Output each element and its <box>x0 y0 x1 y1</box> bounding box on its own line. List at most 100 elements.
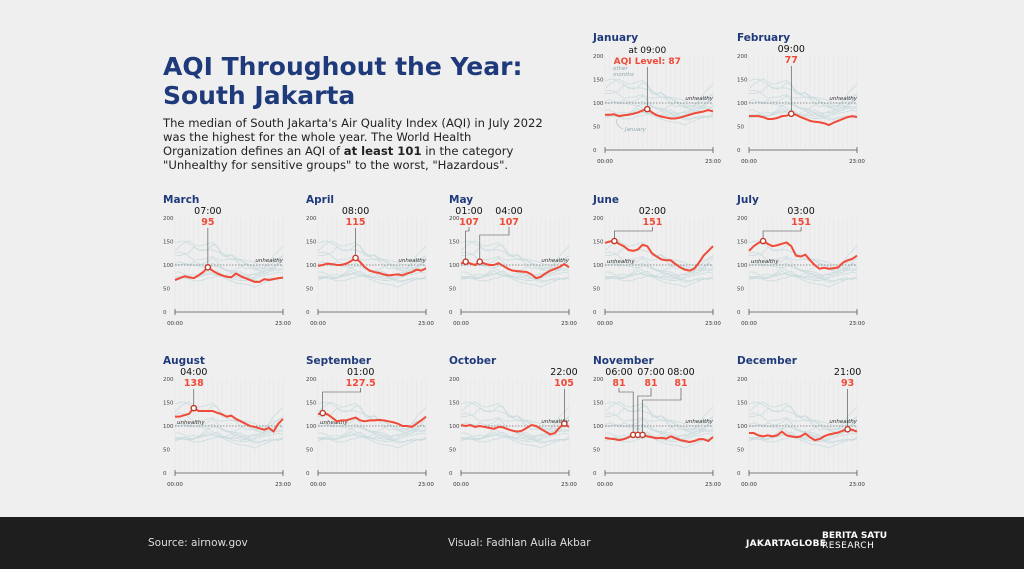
other-month-line <box>317 401 427 433</box>
other-month-line <box>318 431 427 442</box>
y-tick-label: 100 <box>163 424 174 430</box>
panel-june: June 0 50 100 150 200 00:00 23:00 unhealthy 02:00… <box>592 192 733 327</box>
other-month-line <box>749 275 858 288</box>
y-tick-label: 100 <box>737 101 748 107</box>
page-title: AQI Throughout the Year: South Jakarta <box>163 52 523 110</box>
y-tick-label: 200 <box>737 216 748 222</box>
peak-value: 81 <box>674 378 687 389</box>
other-month-line <box>317 434 427 443</box>
y-tick-label: 0 <box>449 310 453 316</box>
threshold-label: unhealthy <box>685 96 713 102</box>
peak-value: 151 <box>791 217 811 228</box>
threshold-label: unhealthy <box>320 420 348 426</box>
y-tick-label: 200 <box>163 216 174 222</box>
y-tick-label: 150 <box>593 240 604 246</box>
x-tick-label: 23:00 <box>705 482 721 488</box>
y-tick-label: 150 <box>306 240 317 246</box>
other-month-line <box>748 78 858 108</box>
peak-marker <box>611 237 618 245</box>
other-month-line <box>605 275 714 288</box>
x-tick-label: 00:00 <box>310 321 326 327</box>
chart-december: December 0 50 100 150 200 00:00 23:00 unhealthy 2… <box>737 355 865 488</box>
peak-value: 151 <box>642 217 662 228</box>
other-month-line <box>174 422 284 440</box>
y-tick-label: 50 <box>593 448 600 454</box>
peak-marker <box>190 404 198 412</box>
y-tick-label: 50 <box>737 448 744 454</box>
other-month-line <box>460 273 570 282</box>
month-line <box>604 433 714 443</box>
other-month-line <box>461 246 570 272</box>
month-title: December <box>737 355 798 367</box>
chart-october: October 0 50 100 150 200 00:00 23:00 unhealthy 22… <box>449 355 578 488</box>
y-tick-label: 0 <box>449 471 453 477</box>
other-month-line <box>318 267 427 280</box>
month-line <box>317 412 427 428</box>
y-tick-label: 100 <box>593 263 604 269</box>
other-month-line <box>748 261 858 279</box>
y-tick-label: 200 <box>163 377 174 383</box>
peak-time: 04:00 <box>495 206 522 217</box>
source-text: Source: airnow.gov <box>148 537 248 549</box>
peak-value: 138 <box>184 378 204 389</box>
y-tick-label: 200 <box>306 377 317 383</box>
chart-august: August 0 50 100 150 200 00:00 23:00 unhealthy 04:… <box>163 355 291 488</box>
peak-value: 81 <box>612 378 625 389</box>
y-tick-label: 0 <box>593 148 597 154</box>
panel-february: February 0 50 100 150 200 00:00 23:00 unhealthy 0… <box>737 30 877 165</box>
x-tick-label: 23:00 <box>705 159 721 165</box>
y-tick-label: 150 <box>593 78 604 84</box>
threshold-label: unhealthy <box>607 259 635 265</box>
peak-time: 22:00 <box>550 367 577 378</box>
y-tick-label: 200 <box>593 54 604 60</box>
y-tick-label: 150 <box>163 401 174 407</box>
other-month-line <box>175 436 284 449</box>
y-tick-label: 50 <box>593 287 600 293</box>
y-tick-label: 50 <box>737 287 744 293</box>
y-tick-label: 100 <box>449 424 460 430</box>
panel-november: November 0 50 100 150 200 00:00 23:00 unhealthy 0… <box>593 353 733 488</box>
other-month-line <box>317 240 427 272</box>
other-month-line <box>749 270 858 281</box>
x-tick-label: 23:00 <box>561 321 577 327</box>
panel-may: May 0 50 100 150 200 00:00 23:00 unhealthy 01:00 1… <box>449 192 589 327</box>
x-tick-label: 00:00 <box>167 321 183 327</box>
beritasatu-logo: BERITA SATU RESEARCH <box>822 531 888 551</box>
y-tick-label: 200 <box>449 216 460 222</box>
peak-time: 21:00 <box>834 367 861 378</box>
month-line <box>749 428 858 442</box>
peak-time: 01:00 <box>347 367 374 378</box>
other-month-line <box>461 270 570 281</box>
peak-value: 115 <box>346 217 366 228</box>
other-month-line <box>749 436 858 449</box>
panel-march: March 0 50 100 150 200 00:00 23:00 unhealthy 07:0… <box>163 192 303 327</box>
chart-september: September 0 50 100 150 200 00:00 23:00 unhealthy… <box>306 355 434 488</box>
other-month-line <box>460 434 570 443</box>
peak-time: 01:00 <box>455 206 482 217</box>
x-tick-label: 00:00 <box>597 159 613 165</box>
y-tick-label: 50 <box>449 287 456 293</box>
other-month-line <box>460 240 570 270</box>
y-tick-label: 200 <box>737 54 748 60</box>
peak-value: 105 <box>554 378 574 389</box>
other-month-line <box>318 270 427 281</box>
peak-time: 06:00 <box>605 367 632 378</box>
leader-line <box>637 388 652 432</box>
threshold-label: unhealthy <box>255 258 283 264</box>
annotation-arrow <box>616 118 624 130</box>
other-month-line <box>748 111 858 120</box>
threshold-label: unhealthy <box>829 419 857 425</box>
description-text: in the category "Unhealthy for sensitive… <box>163 144 514 172</box>
other-month-line <box>174 434 284 443</box>
other-month-line <box>748 78 858 110</box>
other-month-line <box>461 436 570 449</box>
other-month-line <box>749 105 858 118</box>
y-tick-label: 50 <box>593 125 600 131</box>
y-tick-label: 0 <box>737 310 741 316</box>
x-tick-label: 00:00 <box>167 482 183 488</box>
other-month-line <box>317 401 427 431</box>
january-annotation: January <box>624 127 647 133</box>
other-month-line <box>461 275 570 288</box>
month-title: August <box>163 355 205 367</box>
other-month-line <box>461 407 570 433</box>
